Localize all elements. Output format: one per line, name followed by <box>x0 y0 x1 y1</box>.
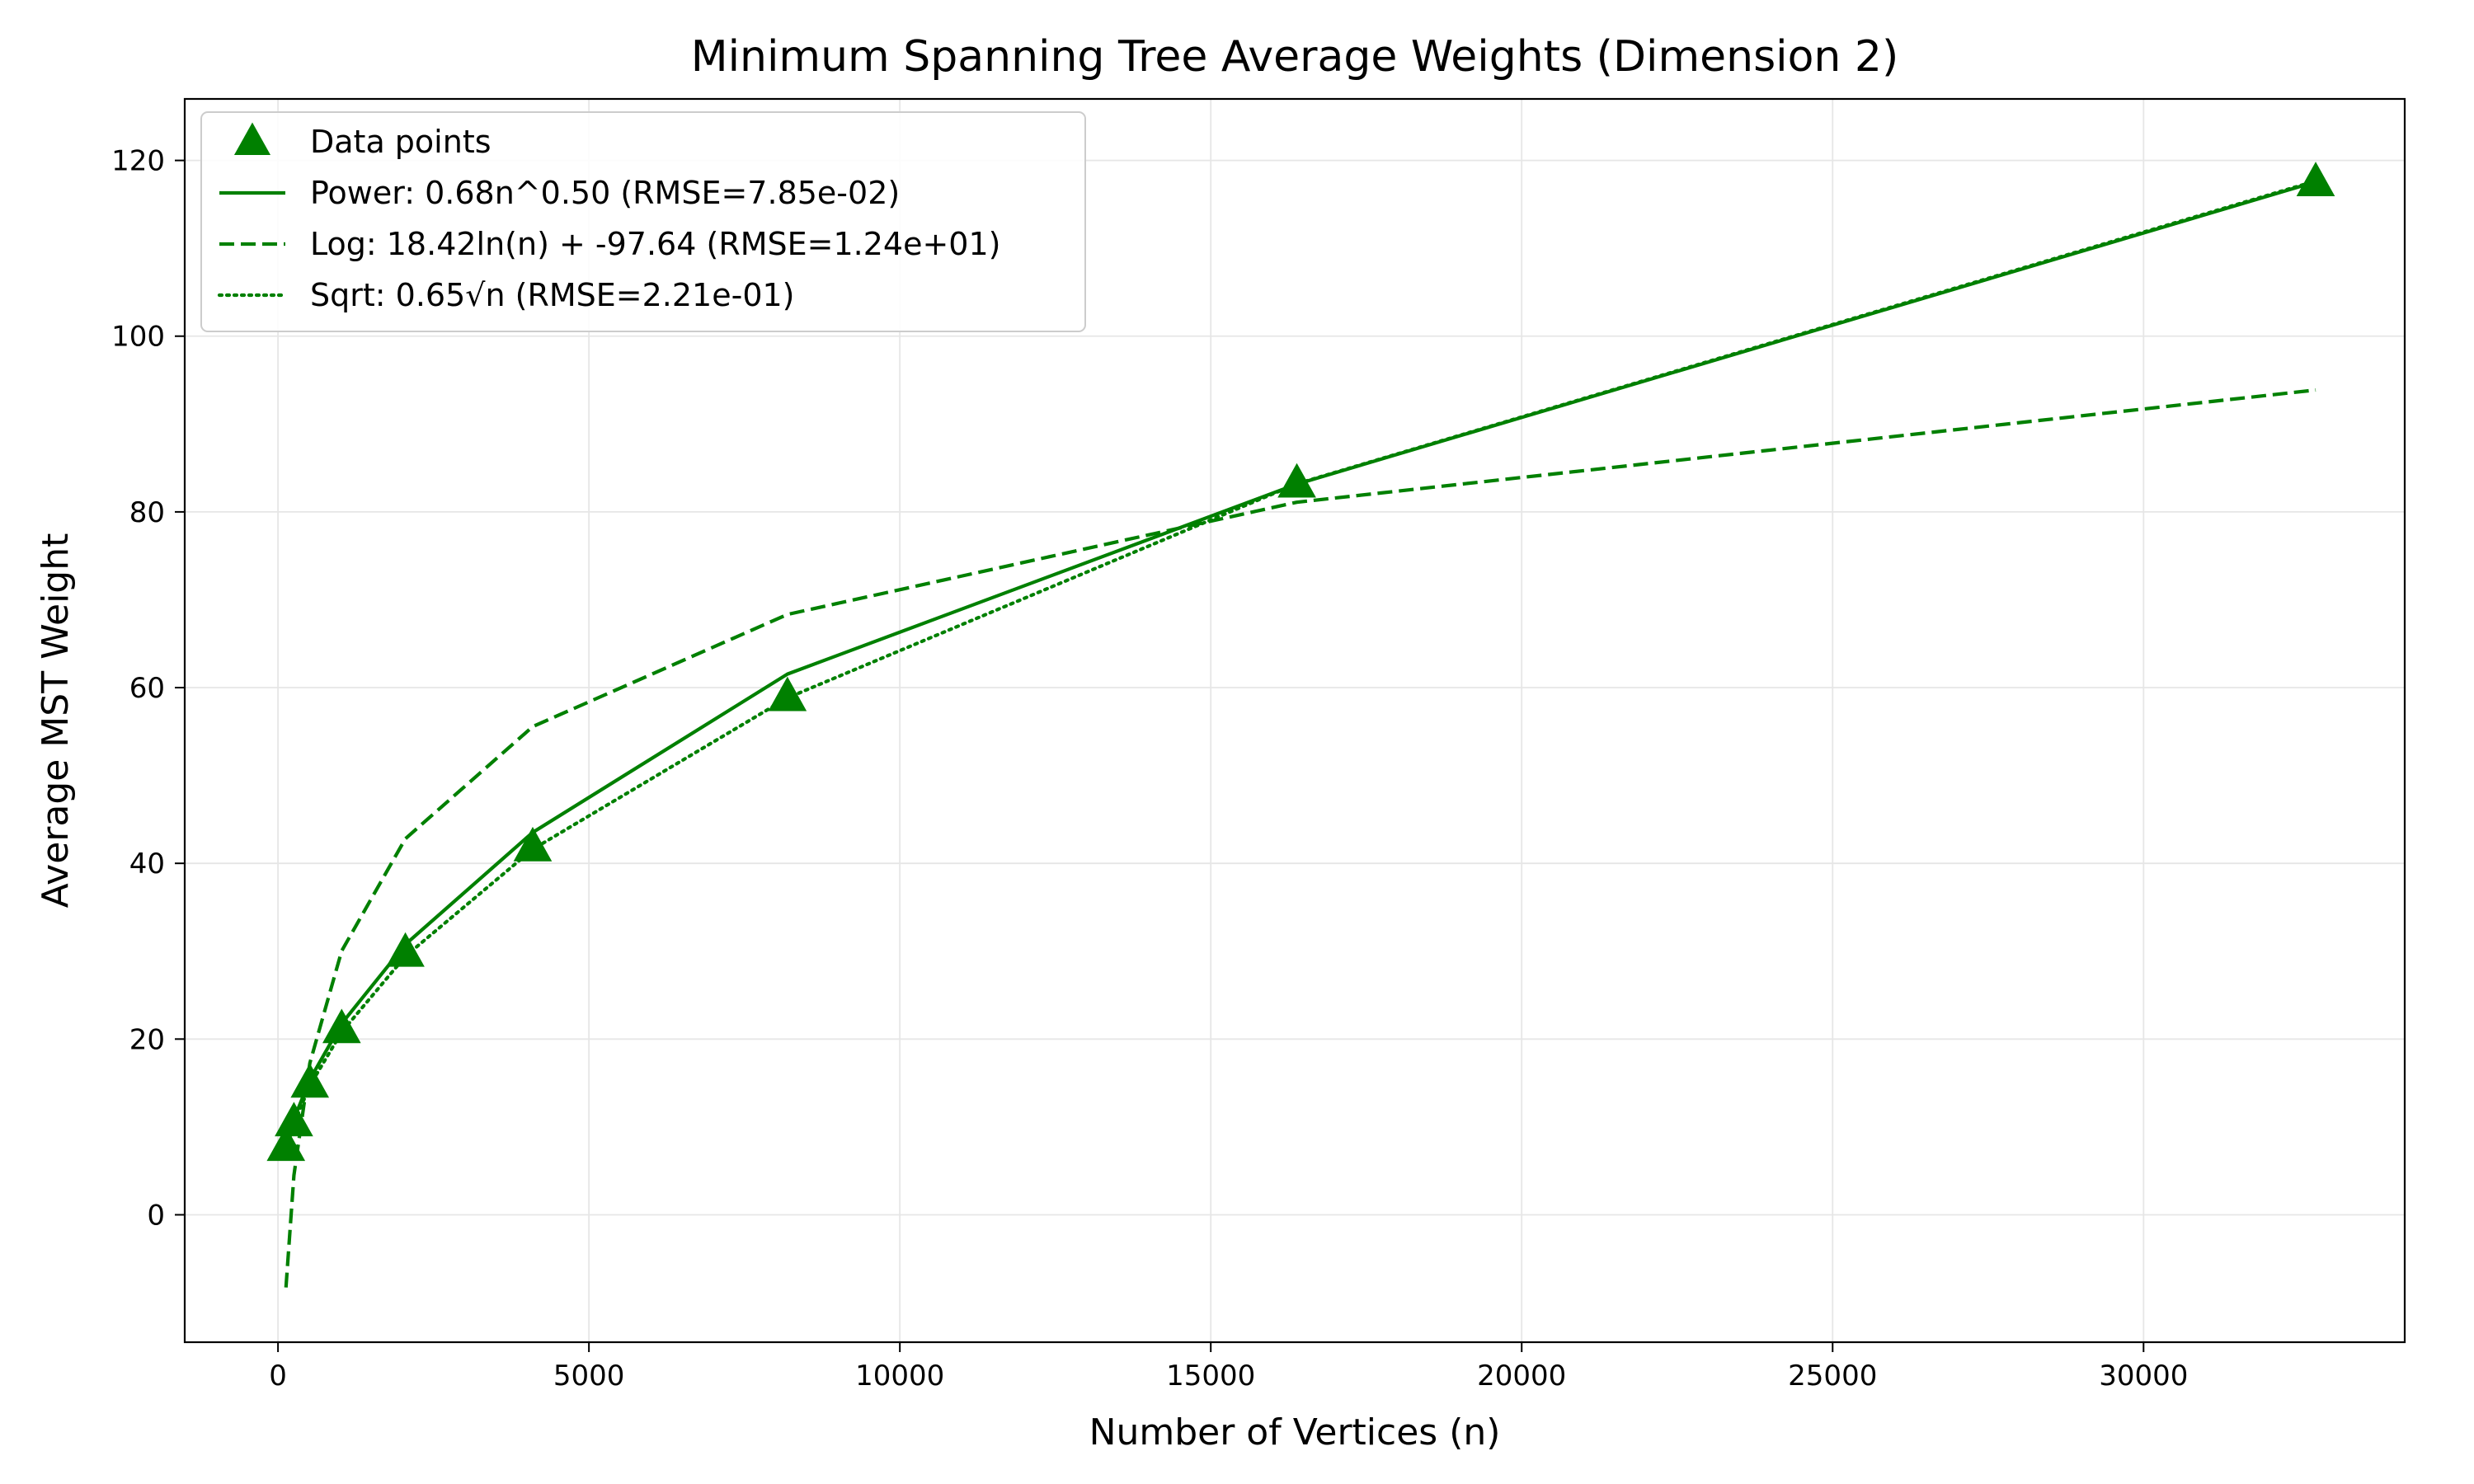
data-point-marker <box>290 1063 330 1098</box>
data-point-marker <box>768 676 807 711</box>
y-tick-label: 60 <box>129 672 165 705</box>
legend-marker <box>233 122 271 155</box>
legend-label: Log: 18.42ln(n) + -97.64 (RMSE=1.24e+01) <box>310 226 1000 262</box>
legend-box <box>200 111 1086 332</box>
y-tick-label: 100 <box>111 321 165 354</box>
data-point-marker <box>322 1008 361 1044</box>
y-tick-label: 120 <box>111 145 165 178</box>
x-tick-label: 20000 <box>1477 1360 1566 1392</box>
series-line-dashed <box>284 387 2316 1288</box>
data-point-marker <box>2296 162 2335 196</box>
x-tick-label: 0 <box>269 1360 287 1392</box>
data-point-marker <box>513 826 553 862</box>
data-point-marker <box>386 932 425 967</box>
x-tick-label: 15000 <box>1166 1360 1255 1392</box>
data-point-marker <box>266 1126 306 1162</box>
x-axis-title: Number of Vertices (n) <box>1089 1411 1501 1453</box>
y-tick-label: 20 <box>129 1023 165 1056</box>
axis-ticks: 0 5000 10000 15000 20000 25000 30000 0 20 40 60 80 1… <box>111 145 2188 1392</box>
y-tick-label: 40 <box>129 848 165 881</box>
chart-title: Minimum Spanning Tree Average Weights (D… <box>691 32 1899 82</box>
x-tick-label: 10000 <box>855 1360 944 1392</box>
y-tick-label: 80 <box>129 496 165 529</box>
legend-label: Data points <box>310 124 492 160</box>
legend: Data points Power: 0.68n^0.50 (RMSE=7.85e… <box>200 111 1086 332</box>
y-axis-title: Average MST Weight <box>35 533 77 909</box>
legend-label: Power: 0.68n^0.50 (RMSE=7.85e-02) <box>310 175 900 211</box>
plot-area-frame <box>183 97 2406 1344</box>
data-point-marker <box>1277 463 1316 498</box>
legend-label: Sqrt: 0.65√n (RMSE=2.21e-01) <box>310 277 795 313</box>
x-tick-label: 5000 <box>553 1360 625 1392</box>
data-markers <box>266 162 2335 1162</box>
x-tick-label: 30000 <box>2099 1360 2188 1392</box>
x-tick-label: 25000 <box>1788 1360 1877 1392</box>
data-point-marker <box>275 1101 313 1137</box>
y-tick-label: 0 <box>147 1199 165 1232</box>
